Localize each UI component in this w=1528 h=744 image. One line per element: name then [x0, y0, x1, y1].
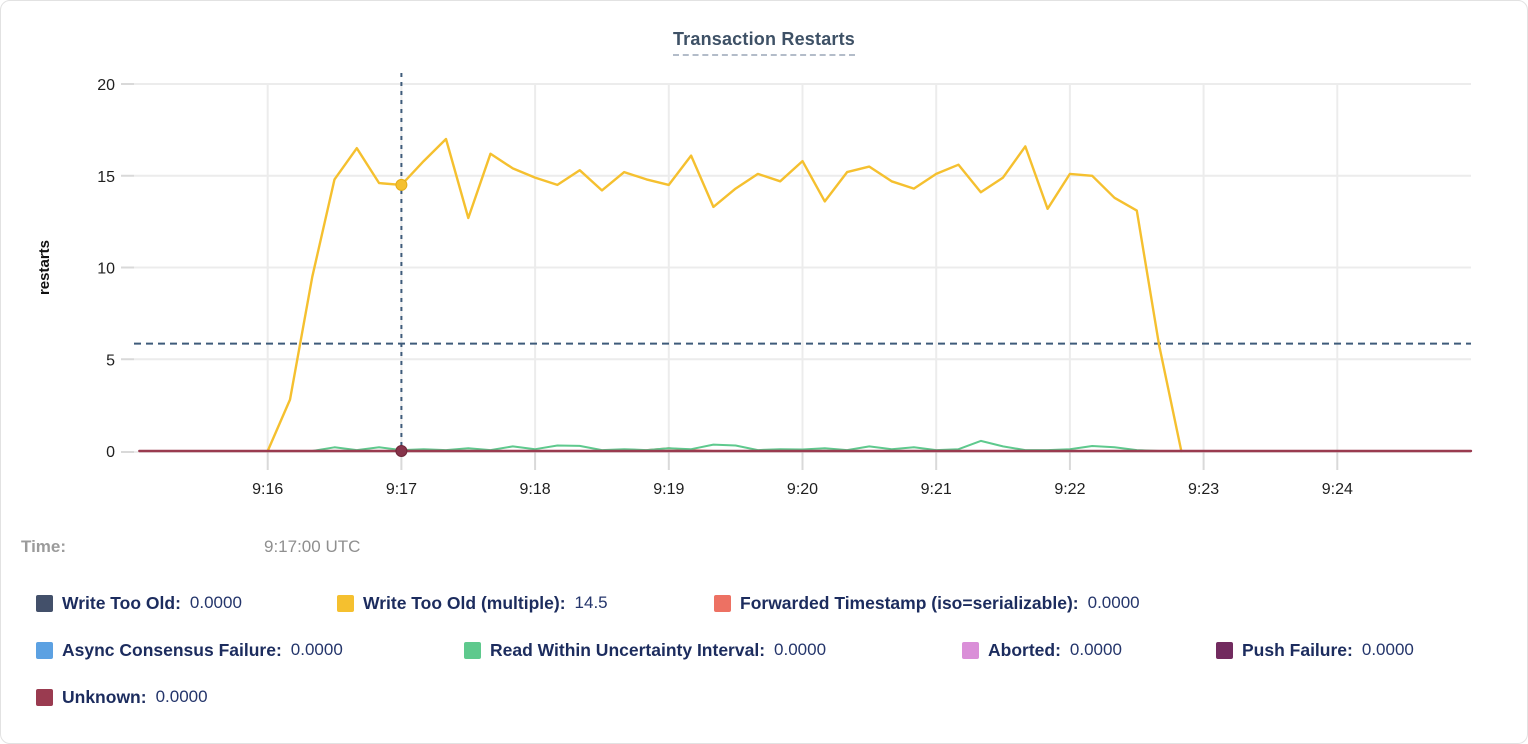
legend-item-read-within-uncertainty-interval: Read Within Uncertainty Interval: 0.0000 — [464, 640, 962, 661]
x-tick-label: 9:16 — [252, 481, 283, 498]
hover-dot-write-too-old-multiple — [395, 178, 408, 191]
legend-color-swatch — [36, 594, 53, 612]
series-write-too-old-multiple- — [266, 137, 1183, 453]
x-tick-label: 9:23 — [1188, 481, 1219, 498]
x-tick-label: 9:24 — [1322, 481, 1353, 498]
legend-label: Read Within Uncertainty Interval: — [490, 639, 766, 660]
legend-row: Write Too Old: 0.0000 Write Too Old (multi… — [36, 589, 1507, 617]
legend-value: 0.0000 — [1361, 640, 1414, 659]
legend-item-async-consensus-failure: Async Consensus Failure: 0.0000 — [36, 640, 464, 661]
legend-item-unknown: Unknown: 0.0000 — [36, 687, 208, 708]
x-tick-label: 9:21 — [921, 481, 952, 498]
legend-value: 0.0000 — [774, 640, 827, 659]
transaction-restarts-chart[interactable]: 0 5 10 15 20 9:16 9:17 9:18 9:19 9:20 9:21 9:22 9:23… — [1, 61, 1528, 513]
y-tick-label: 0 — [106, 444, 115, 461]
legend-color-swatch — [36, 688, 53, 706]
y-tick-label: 5 — [106, 352, 115, 369]
time-value: 9:17:00 UTC — [264, 537, 361, 556]
legend-item-push-failure: Push Failure: 0.0000 — [1216, 640, 1414, 661]
y-tick-label: 10 — [97, 261, 115, 278]
legend-item-forwarded-timestamp: Forwarded Timestamp (iso=serializable): 0… — [714, 593, 1140, 614]
y-tick-label: 15 — [97, 169, 115, 186]
x-tick-label: 9:17 — [386, 481, 417, 498]
y-axis-label: restarts — [36, 240, 53, 295]
y-tick-label: 20 — [97, 77, 115, 94]
legend-value: 0.0000 — [155, 687, 208, 706]
legend-value: 0.0000 — [290, 640, 343, 659]
legend-value: 0.0000 — [1069, 640, 1122, 659]
legend-label: Aborted: — [988, 639, 1061, 660]
legend-color-swatch — [962, 641, 979, 659]
legend-item-write-too-old-multiple: Write Too Old (multiple): 14.5 — [337, 593, 714, 614]
legend-color-swatch — [714, 594, 731, 612]
legend-color-swatch — [464, 641, 481, 659]
legend-value: 14.5 — [574, 593, 608, 612]
x-tick-label: 9:22 — [1054, 481, 1085, 498]
time-label: Time: — [21, 537, 67, 556]
hover-dot-unknown — [395, 445, 408, 457]
x-tick-label: 9:20 — [787, 481, 818, 498]
legend-label: Push Failure: — [1242, 639, 1353, 660]
legend-value: 0.0000 — [1087, 593, 1140, 612]
chart-title-wrap: Transaction Restarts — [1, 29, 1527, 56]
legend-row: Async Consensus Failure: 0.0000 Read Withi… — [36, 636, 1507, 664]
chart-legend: Write Too Old: 0.0000 Write Too Old (multi… — [36, 589, 1507, 730]
legend-item-aborted: Aborted: 0.0000 — [962, 640, 1216, 661]
legend-label: Async Consensus Failure: — [62, 639, 282, 660]
hover-time-row: Time: 9:17:00 UTC — [21, 537, 360, 557]
legend-label: Forwarded Timestamp (iso=serializable): — [740, 592, 1079, 613]
legend-row: Unknown: 0.0000 — [36, 683, 1507, 711]
chart-title[interactable]: Transaction Restarts — [672, 29, 856, 56]
x-tick-label: 9:19 — [653, 481, 684, 498]
series-read-within-uncertainty-interval — [311, 439, 1160, 452]
legend-color-swatch — [337, 594, 354, 612]
legend-label: Write Too Old: — [62, 592, 181, 613]
legend-label: Unknown: — [62, 686, 147, 707]
legend-item-write-too-old: Write Too Old: 0.0000 — [36, 593, 337, 614]
x-tick-label: 9:18 — [520, 481, 551, 498]
legend-color-swatch — [1216, 641, 1233, 659]
legend-value: 0.0000 — [189, 593, 242, 612]
legend-color-swatch — [36, 641, 53, 659]
legend-label: Write Too Old (multiple): — [363, 592, 566, 613]
